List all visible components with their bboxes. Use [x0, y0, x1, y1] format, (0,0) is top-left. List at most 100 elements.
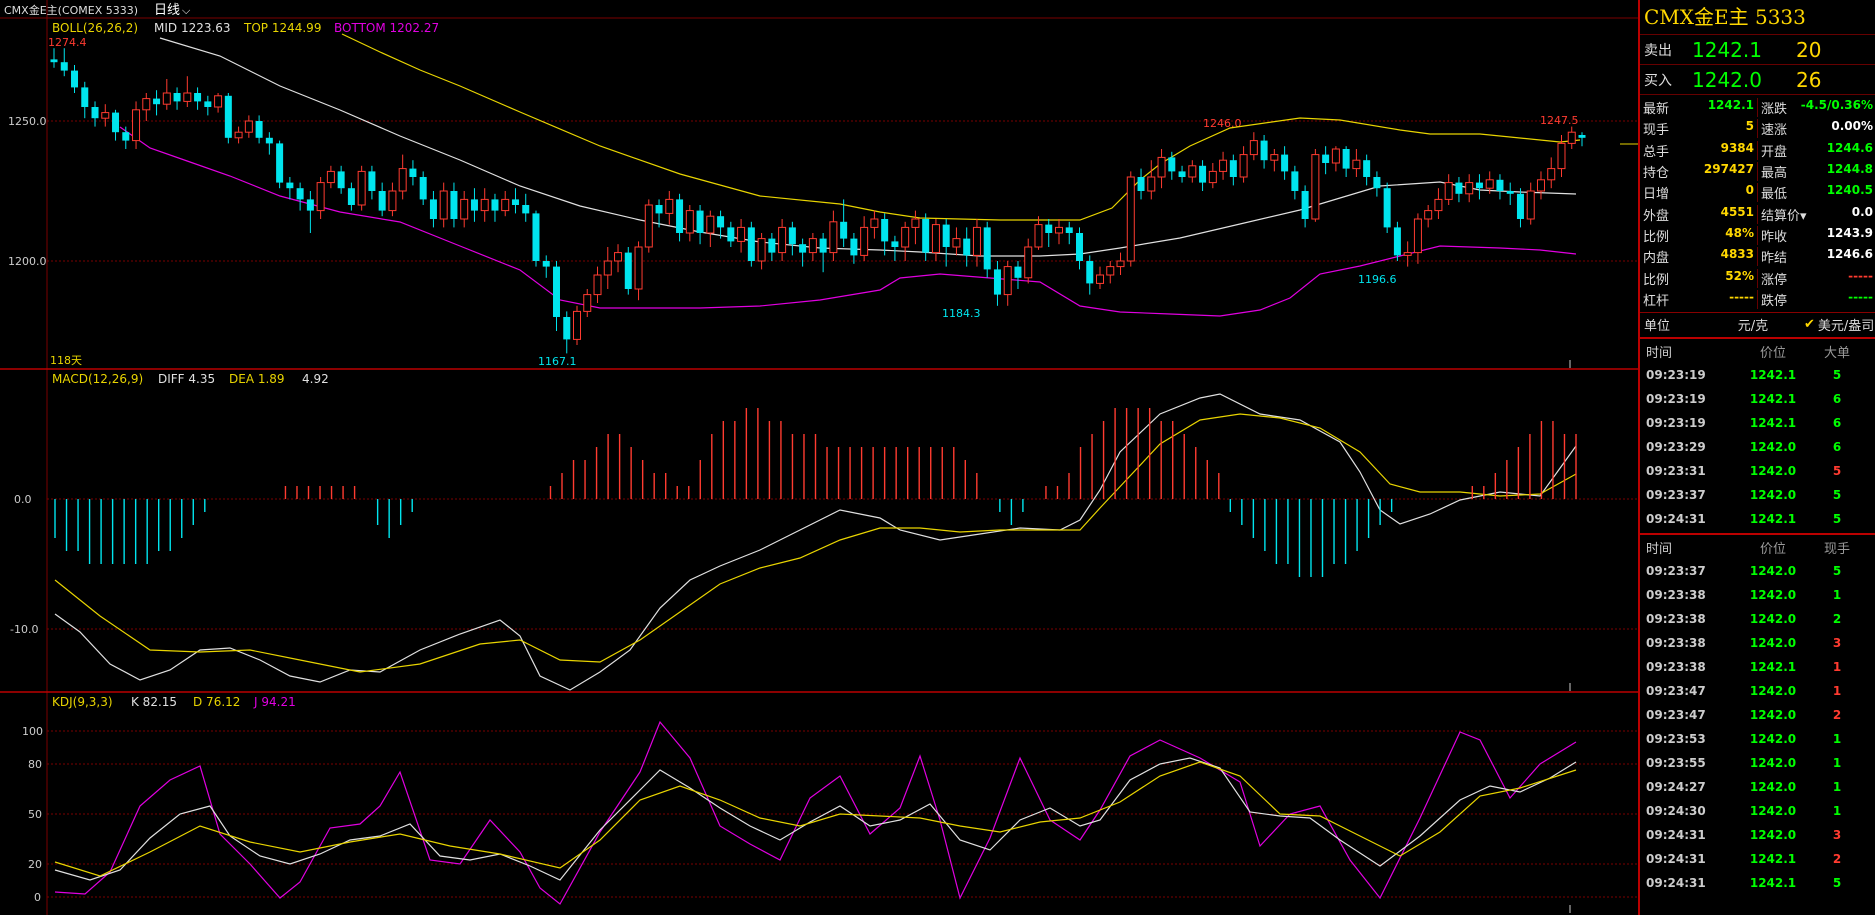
quote-label: 持仓 [1643, 166, 1670, 182]
candle-body [1199, 165, 1207, 183]
candle-body [132, 109, 141, 142]
macd-histogram [54, 408, 1577, 577]
quote-value: 1240.5 [1826, 183, 1873, 198]
tick-volume: 2 [1832, 851, 1842, 866]
unit-option-usd[interactable]: 美元/盎司 [1817, 319, 1875, 335]
tick-row[interactable]: 09:23:31 1242.0 5 [1640, 459, 1875, 483]
tick-row[interactable]: 09:24:31 1242.0 3 [1640, 823, 1875, 847]
candle-body [778, 226, 787, 254]
big-order-ticks[interactable]: 时间 价位 大单 09:23:19 1242.1 5 09:23:19 1242.1 6 0… [1640, 339, 1875, 533]
tick-row[interactable]: 09:23:53 1242.0 1 [1640, 727, 1875, 751]
tick-volume: 3 [1832, 635, 1842, 650]
candle-body [1065, 227, 1073, 233]
buy-row[interactable]: 买入 1242.0 26 [1640, 65, 1875, 95]
trade-ticks[interactable]: 时间 价位 现手 09:23:37 1242.0 5 09:23:38 1242.0 1 0… [1640, 535, 1875, 897]
quote-label: 日增 [1643, 187, 1670, 203]
candle-body [81, 87, 89, 107]
candle-body [1126, 176, 1135, 262]
candle-body [850, 238, 858, 256]
candle-body [1322, 154, 1330, 163]
tick-price: 1242.0 [1749, 587, 1797, 602]
candle-body [1434, 198, 1443, 212]
candle-body [1465, 182, 1474, 195]
candle-body [532, 213, 540, 261]
quote-row: 比例 48% 昨收 1243.9 [1640, 225, 1875, 246]
candle-body [388, 190, 397, 212]
price-label-1167: 1167.1 [538, 355, 577, 368]
candle-body [614, 252, 623, 262]
col-price: 价位 [1759, 346, 1786, 362]
tick-row[interactable]: 09:23:19 1242.1 6 [1640, 387, 1875, 411]
tick-row[interactable]: 09:23:37 1242.0 5 [1640, 483, 1875, 507]
tick-time: 09:24:31 [1646, 851, 1706, 866]
quote-row: 最新 1242.1 涨跌 -4.5/0.36% [1640, 97, 1875, 118]
tick-row[interactable]: 09:24:31 1242.1 5 [1640, 871, 1875, 895]
tick-row[interactable]: 09:23:29 1242.0 6 [1640, 435, 1875, 459]
tick-row[interactable]: 09:24:31 1242.1 5 [1640, 507, 1875, 531]
quote-label: 昨结 [1761, 251, 1788, 267]
boll-bottom-line [119, 126, 1577, 317]
candle-body [1485, 179, 1494, 189]
quote-label: 最高 [1761, 166, 1788, 182]
tick-time: 09:24:27 [1646, 779, 1706, 794]
candle-body [1219, 159, 1228, 172]
tick-time: 09:23:19 [1646, 391, 1706, 406]
chevron-down-icon[interactable]: ⌵ [182, 4, 191, 17]
candle-body [1229, 160, 1237, 177]
tick-row[interactable]: 09:23:55 1242.0 1 [1640, 751, 1875, 775]
boll-label[interactable]: BOLL(26,26,2) [52, 21, 138, 35]
tick-row[interactable]: 09:23:19 1242.1 6 [1640, 411, 1875, 435]
quote-label: 总手 [1643, 144, 1670, 160]
candle-body [1239, 154, 1248, 178]
candle-body [1455, 182, 1463, 194]
boll-top-line [341, 33, 1581, 221]
macd-label[interactable]: MACD(12,26,9) [52, 372, 143, 386]
period-selector[interactable]: 日线 [154, 3, 180, 18]
tick-row[interactable]: 09:23:38 1242.0 2 [1640, 607, 1875, 631]
tick-row[interactable]: 09:24:30 1242.0 1 [1640, 799, 1875, 823]
candle-body [357, 170, 366, 206]
candle-body [952, 238, 961, 248]
candle-body [1403, 252, 1412, 256]
tick-volume: 2 [1832, 611, 1842, 626]
candle-body [1496, 179, 1504, 191]
candle-body [747, 227, 755, 261]
tick-row[interactable]: 09:23:38 1242.1 1 [1640, 655, 1875, 679]
candle-body [819, 238, 827, 253]
tick-row[interactable]: 09:23:47 1242.0 2 [1640, 703, 1875, 727]
quote-row: 杠杆 ----- 跌停 ----- [1640, 289, 1875, 310]
quote-value: 0 [1745, 183, 1754, 198]
kline-chart[interactable]: CMX金E主(COMEX 5333) 日线 ⌵ BOLL(26,26,2) MI… [0, 0, 1638, 915]
quote-label: 开盘 [1761, 144, 1788, 160]
tick-volume: 1 [1832, 683, 1842, 698]
days-label: 118天 [50, 354, 82, 367]
candle-body [1106, 266, 1115, 276]
quote-label: 跌停 [1761, 293, 1788, 309]
tick-row[interactable]: 09:23:38 1242.0 1 [1640, 583, 1875, 607]
quote-value: 4833 [1720, 247, 1754, 262]
tick-row[interactable]: 09:23:47 1242.0 1 [1640, 679, 1875, 703]
kdj-label[interactable]: KDJ(9,3,3) [52, 695, 113, 709]
ticks-header: 时间 价位 现手 [1640, 537, 1875, 559]
candle-body [972, 226, 981, 256]
kdj-j-line [54, 720, 1577, 905]
candle-body [409, 168, 417, 177]
buy-volume: 26 [1796, 67, 1822, 92]
tick-row[interactable]: 09:23:37 1242.0 5 [1640, 559, 1875, 583]
tick-row[interactable]: 09:23:19 1242.1 5 [1640, 363, 1875, 387]
price-label-1246: 1246.0 [1203, 117, 1242, 130]
unit-option-yuan[interactable]: 元/克 [1737, 319, 1769, 335]
tick-row[interactable]: 09:23:38 1242.0 3 [1640, 631, 1875, 655]
tick-price: 1242.0 [1749, 439, 1797, 454]
price-label-1247: 1247.5 [1540, 114, 1579, 127]
sell-row[interactable]: 卖出 1242.1 20 [1640, 35, 1875, 65]
candle-body [1342, 149, 1350, 169]
tick-price: 1242.1 [1749, 391, 1797, 406]
candle-body [162, 92, 171, 105]
tick-row[interactable]: 09:24:27 1242.0 1 [1640, 775, 1875, 799]
candle-body [522, 205, 530, 214]
chart-area[interactable]: CMX金E主(COMEX 5333) 日线 ⌵ BOLL(26,26,2) MI… [0, 0, 1638, 915]
tick-time: 09:23:38 [1646, 659, 1706, 674]
tick-row[interactable]: 09:24:31 1242.1 2 [1640, 847, 1875, 871]
candle-body [60, 62, 68, 71]
